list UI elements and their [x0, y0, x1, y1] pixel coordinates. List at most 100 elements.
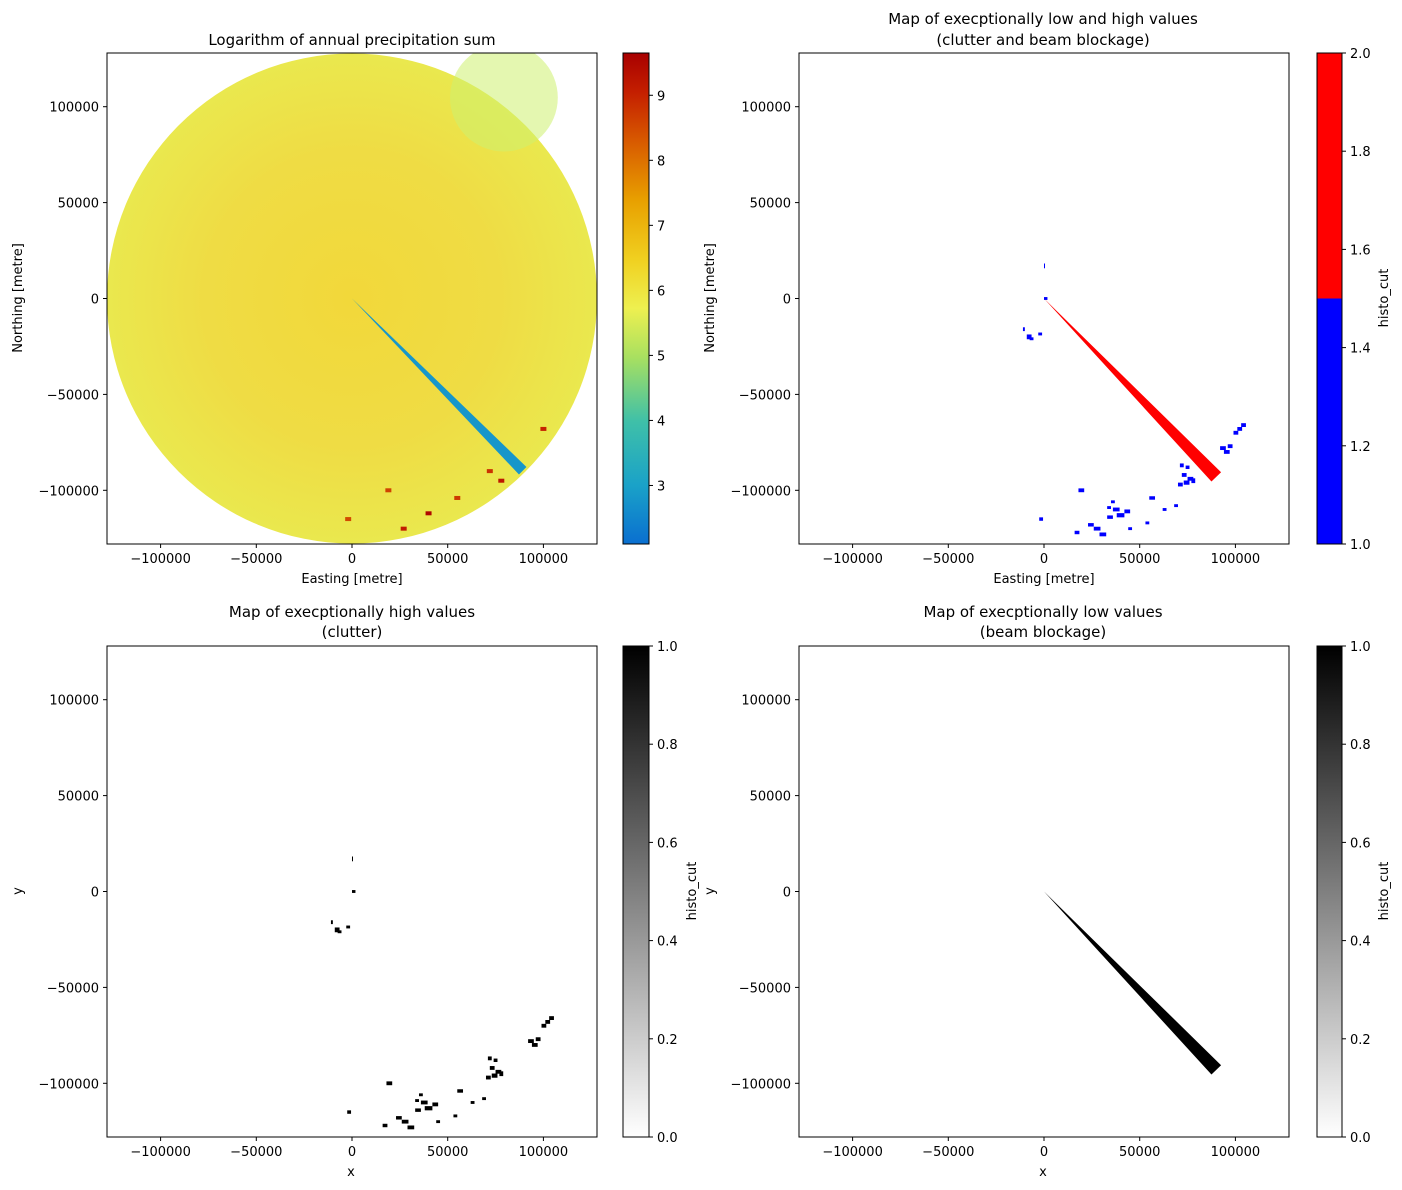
y-tick-label: 0: [783, 293, 791, 308]
precipitation-hotspot: [425, 511, 432, 516]
colorbar-tick-label: 0.8: [1350, 738, 1371, 753]
x-tick-label: −100000: [822, 1145, 883, 1160]
clutter-patch: [1237, 427, 1243, 431]
clutter-patch: [470, 1101, 475, 1104]
colorbar-tick-label: 0.0: [1350, 1131, 1371, 1146]
clutter-colorbar: [622, 645, 650, 1138]
clutter-patch: [352, 890, 356, 893]
y-tick-label: −50000: [47, 388, 99, 403]
clutter-patch: [1181, 473, 1187, 477]
y-tick-label: −50000: [47, 981, 99, 996]
clutter-patch: [1223, 450, 1230, 454]
clutter-patch: [1116, 513, 1125, 518]
clutter-patch: [1038, 332, 1043, 336]
x-tick-label: −100000: [130, 552, 191, 567]
blockage-title: Map of execptionally low values: [923, 603, 1162, 621]
clutter-colorbar-ticks: 0.0 0.2 0.4 0.6 0.8 1.0: [649, 640, 678, 1146]
y-tick-label: 0: [783, 886, 791, 901]
x-tick-label: 100000: [519, 1145, 569, 1160]
precipitation-data: [107, 53, 597, 544]
x-tick-label: 50000: [1119, 552, 1160, 567]
clutter-patch: [1074, 530, 1080, 535]
clutter-y-label: y: [11, 887, 26, 895]
blockage-subtitle: (beam blockage): [980, 623, 1107, 641]
blockage-data: [1044, 891, 1222, 1075]
x-tick-label: 100000: [519, 552, 569, 567]
y-tick-label: 50000: [58, 197, 99, 212]
clutter-patch: [1078, 488, 1085, 493]
clutter-patch: [485, 1075, 491, 1080]
clutter-patch: [453, 1114, 458, 1118]
clutter-patch: [1110, 500, 1115, 504]
combined-y-label: Northing [metre]: [703, 243, 718, 353]
y-tick-label: −100000: [38, 1077, 99, 1092]
colorbar-tick-label: 1.2: [1350, 440, 1371, 455]
clutter-patch: [1183, 480, 1190, 485]
colorbar-tick-label: 9: [657, 89, 665, 104]
clutter-patch: [528, 1039, 534, 1044]
blocked-wedge: [352, 298, 527, 475]
clutter-patch: [1241, 423, 1246, 427]
precipitation-hotspot: [486, 469, 493, 474]
precipitation-hotspot: [385, 488, 392, 493]
clutter-patch: [337, 930, 342, 934]
precipitation-y-label: Northing [metre]: [11, 243, 26, 353]
blockage-colorbar: [1316, 645, 1343, 1138]
precipitation-x-label: Easting [metre]: [301, 572, 402, 587]
colorbar-tick-label: 8: [657, 154, 665, 169]
blockage-y-ticks: −100000 −50000 0 50000 100000: [730, 694, 799, 1092]
clutter-patch: [347, 1110, 352, 1114]
clutter-patch: [1191, 478, 1196, 484]
blockage-colorbar-ticks: 0.0 0.2 0.4 0.6 0.8 1.0: [1342, 640, 1371, 1146]
colorbar-tick-label: 0.8: [657, 738, 678, 753]
colorbar-tick-label: 1.0: [657, 640, 678, 655]
clutter-patch: [1227, 444, 1233, 449]
clutter-patch: [482, 1097, 486, 1101]
combined-title: Map of execptionally low and high values: [888, 10, 1198, 28]
clutter-patch: [432, 1102, 439, 1107]
clutter-patch: [334, 927, 340, 933]
combined-colorbar-ticks: 1.0 1.2 1.4 1.6 1.8 2.0: [1342, 47, 1371, 553]
clutter-patch: [1107, 515, 1113, 519]
clutter-patch: [352, 856, 353, 862]
clutter-patch: [330, 920, 333, 925]
combined-panel: Map of execptionally low and high values…: [703, 10, 1392, 587]
clutter-patch: [396, 1116, 402, 1120]
x-tick-label: −100000: [130, 1145, 191, 1160]
precipitation-low-area: [450, 53, 558, 152]
clutter-patch: [1128, 527, 1133, 531]
clutter-patch: [418, 1093, 423, 1097]
colorbar-tick-label: 3: [657, 479, 665, 494]
combined-y-ticks: −100000 −50000 0 50000 100000: [730, 101, 799, 499]
clutter-patch: [1088, 523, 1094, 527]
clutter-patch: [1044, 263, 1045, 269]
x-tick-label: −50000: [230, 1145, 282, 1160]
combined-colorbar: [1316, 52, 1343, 545]
clutter-patch: [487, 1056, 492, 1061]
clutter-patch: [415, 1108, 421, 1112]
y-tick-label: −100000: [730, 1077, 791, 1092]
clutter-patch: [1174, 504, 1178, 508]
blockage-y-label: y: [703, 887, 718, 895]
clutter-subtitle: (clutter): [322, 623, 383, 641]
precipitation-panel: Logarithm of annual precipitation sum −1…: [11, 31, 665, 587]
clutter-patch: [1185, 465, 1190, 470]
clutter-patch: [1099, 532, 1107, 537]
clutter-patch: [549, 1016, 554, 1020]
clutter-colorbar-label: histo_cut: [685, 862, 700, 921]
x-tick-label: 100000: [1211, 552, 1261, 567]
colorbar-tick-label: 1.6: [1350, 243, 1371, 258]
x-tick-label: 0: [348, 1145, 356, 1160]
precipitation-y-ticks: −100000 −50000 0 50000 100000: [38, 101, 107, 499]
x-tick-label: −50000: [230, 552, 282, 567]
precipitation-x-ticks: −100000 −50000 0 50000 100000: [130, 544, 568, 567]
precipitation-hotspot: [345, 517, 352, 522]
x-tick-label: 0: [1040, 552, 1048, 567]
colorbar-tick-label: 6: [657, 284, 665, 299]
clutter-panel: Map of execptionally high values (clutte…: [11, 603, 700, 1180]
clutter-patch: [541, 1023, 547, 1028]
clutter-patch: [1026, 334, 1032, 340]
x-tick-label: −50000: [922, 552, 974, 567]
clutter-patch: [1022, 327, 1025, 332]
